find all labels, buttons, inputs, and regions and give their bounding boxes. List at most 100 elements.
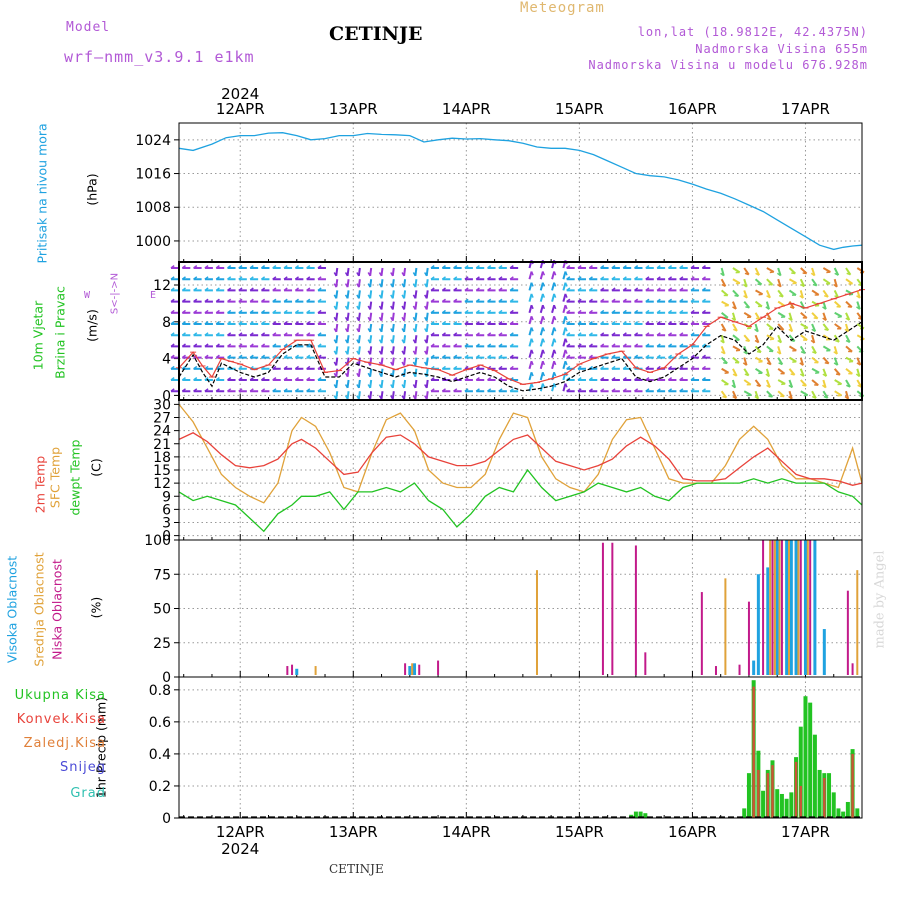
wind-arrow-head bbox=[453, 388, 458, 392]
wind-arrow bbox=[765, 289, 771, 299]
wind-arrow bbox=[845, 390, 850, 400]
wind-arrow bbox=[720, 390, 728, 399]
y-tick-label: 9 bbox=[162, 489, 171, 505]
y-tick-label: 6 bbox=[162, 502, 171, 518]
wind-arrow-head bbox=[378, 395, 383, 400]
wind-arrow-head bbox=[803, 327, 808, 330]
top-date-label: 13APR bbox=[329, 100, 378, 118]
y-tick-label: 4 bbox=[162, 352, 171, 368]
wind-arrow bbox=[777, 323, 785, 331]
wind-arrow-head bbox=[742, 283, 748, 288]
wind-arrow-head bbox=[656, 276, 661, 280]
wind-arrow bbox=[732, 289, 740, 297]
wind-arrow-head bbox=[412, 339, 417, 344]
wind-arrow-head bbox=[577, 365, 582, 370]
cloud-bar bbox=[413, 663, 417, 675]
wind-arrow bbox=[357, 391, 361, 400]
wind-arrow bbox=[414, 301, 418, 310]
y-tick-label: 1024 bbox=[135, 133, 171, 149]
wind-arrow-head bbox=[542, 316, 546, 321]
wind-arrow-head bbox=[378, 350, 383, 355]
wind-arrow-head bbox=[401, 384, 405, 389]
wind-arrow-head bbox=[846, 384, 851, 388]
wind-arrow-head bbox=[645, 265, 650, 269]
wind-arrow-head bbox=[204, 377, 209, 381]
wind-arrow bbox=[777, 346, 782, 355]
cloud-bar bbox=[611, 542, 614, 675]
wind-arrow-head bbox=[306, 332, 311, 336]
wind-arrow bbox=[765, 301, 770, 310]
wind-arrow-head bbox=[810, 339, 815, 344]
cloud-bar bbox=[644, 652, 647, 675]
wind-arrow-head bbox=[294, 265, 300, 269]
bottom-date-label: 14APR bbox=[442, 823, 491, 841]
wind-arrow-head bbox=[227, 309, 232, 314]
cloud-bar bbox=[766, 567, 770, 675]
wind-arrow-head bbox=[588, 343, 593, 348]
wind-arrow-head bbox=[530, 372, 534, 377]
wind-arrow bbox=[335, 346, 339, 355]
wind-arrow bbox=[833, 278, 838, 288]
wind-arrow-head bbox=[833, 283, 838, 288]
wind-arrow-head bbox=[542, 282, 546, 287]
wind-arrow bbox=[335, 391, 339, 400]
wind-arrow-head bbox=[509, 365, 514, 370]
wind-arrow bbox=[834, 390, 842, 397]
wind-arrow bbox=[822, 345, 831, 352]
wind-arrow-head bbox=[530, 304, 534, 310]
wind-arrow-head bbox=[656, 332, 661, 336]
wind-arrow-head bbox=[645, 321, 650, 325]
wind-arrow bbox=[425, 312, 429, 321]
cloud-bar bbox=[803, 540, 807, 675]
wind-arrow bbox=[346, 335, 350, 344]
wind-arrow bbox=[414, 312, 418, 321]
wind-arrow bbox=[766, 267, 775, 273]
y-tick-label: 18 bbox=[153, 450, 171, 466]
wind-arrow-head bbox=[667, 354, 673, 359]
wind-arrow-head bbox=[272, 377, 277, 381]
wind-arrow bbox=[562, 349, 567, 358]
y-tick-label: 27 bbox=[153, 411, 171, 427]
wind-arrow bbox=[766, 334, 775, 340]
wind-arrow bbox=[346, 301, 350, 310]
wind-arrow-head bbox=[238, 276, 243, 280]
wind-arrow-head bbox=[577, 343, 582, 348]
wind-arrow-head bbox=[566, 265, 571, 269]
wind-arrow-head bbox=[294, 354, 300, 359]
wind-arrow-head bbox=[367, 384, 371, 389]
wind-arrow-head bbox=[475, 365, 480, 370]
wind-arrow bbox=[403, 335, 407, 344]
cloud-bar bbox=[846, 590, 849, 675]
y-tick-label: 15 bbox=[153, 463, 171, 479]
cloud-bar bbox=[756, 574, 760, 675]
wind-arrow-head bbox=[833, 351, 838, 355]
wind-arrow-head bbox=[367, 272, 371, 277]
dewpt-line bbox=[178, 468, 863, 533]
wind-arrow-head bbox=[498, 298, 503, 303]
wind-arrow-head bbox=[401, 305, 405, 310]
wind-arrow bbox=[346, 267, 350, 277]
wind-arrow bbox=[720, 323, 727, 332]
wind-arrow-head bbox=[475, 309, 480, 314]
wind-arrow-head bbox=[401, 395, 405, 400]
wind-arrow bbox=[369, 290, 373, 299]
wind-arrow-head bbox=[344, 305, 349, 310]
wind-arrow-head bbox=[464, 377, 469, 381]
wind-arrow bbox=[800, 312, 808, 319]
wind-arrow bbox=[788, 356, 797, 363]
wind-arrow-head bbox=[622, 343, 627, 348]
wind-arrow bbox=[357, 368, 361, 377]
wind-arrow-head bbox=[634, 309, 639, 314]
wind-arrow bbox=[732, 334, 740, 341]
wind-arrow-head bbox=[181, 321, 186, 325]
wind-arrow bbox=[391, 312, 395, 321]
wind-arrow-head bbox=[317, 276, 322, 280]
wind-arrow bbox=[414, 357, 418, 366]
wind-arrow-head bbox=[294, 365, 300, 370]
y-tick-label: 100 bbox=[144, 533, 171, 549]
wind-arrow-head bbox=[566, 365, 571, 370]
wind-arrow bbox=[403, 323, 407, 333]
wind-arrow-head bbox=[822, 317, 827, 321]
wind-arrow bbox=[551, 316, 556, 325]
wind-arrow bbox=[528, 349, 533, 358]
